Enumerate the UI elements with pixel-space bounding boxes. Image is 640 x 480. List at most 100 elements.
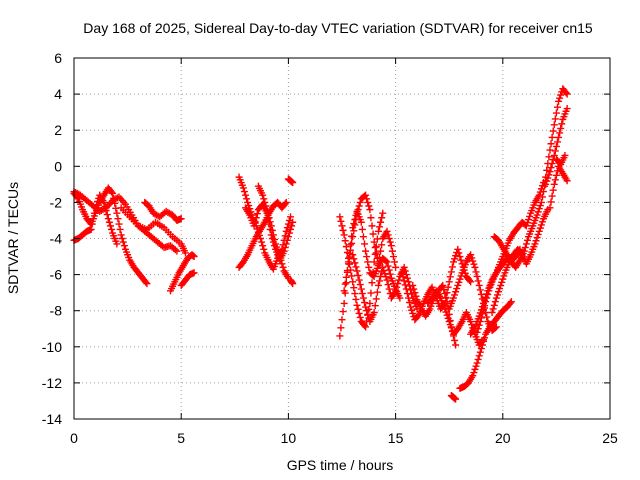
data-point — [469, 257, 477, 265]
data-point — [361, 322, 369, 330]
data-point — [353, 267, 361, 275]
data-point — [412, 292, 420, 300]
data-point — [384, 231, 392, 239]
data-point — [383, 276, 391, 284]
data-point — [470, 369, 478, 377]
data-point — [480, 299, 488, 307]
data-point — [365, 263, 373, 271]
data-point — [354, 206, 362, 214]
data-point — [534, 208, 542, 216]
data-point — [548, 133, 556, 141]
data-point — [447, 324, 455, 332]
data-point — [288, 222, 296, 230]
data-point — [558, 120, 566, 128]
data-point — [411, 289, 419, 297]
data-point — [349, 251, 357, 259]
data-point — [260, 245, 268, 253]
data-point — [339, 226, 347, 234]
data-point — [355, 276, 363, 284]
data-point — [262, 202, 270, 210]
data-point — [506, 299, 514, 307]
data-point — [351, 221, 359, 229]
data-point — [264, 210, 272, 218]
data-point — [523, 236, 531, 244]
data-point — [537, 185, 545, 193]
data-point — [396, 294, 404, 302]
data-point — [552, 142, 560, 150]
data-point — [338, 222, 346, 230]
data-point — [478, 303, 486, 311]
data-point — [350, 227, 358, 235]
data-point — [534, 230, 542, 238]
data-point — [546, 168, 554, 176]
data-point — [476, 309, 484, 317]
data-point — [370, 309, 378, 317]
data-point — [108, 188, 116, 196]
data-point — [190, 253, 198, 261]
data-point — [251, 218, 259, 226]
data-point — [371, 244, 379, 252]
data-point — [482, 293, 490, 301]
chart-title: Day 168 of 2025, Sidereal Day-to-day VTE… — [83, 20, 593, 36]
data-point — [171, 246, 179, 254]
data-point — [283, 236, 291, 244]
data-series-seg-q — [349, 251, 421, 326]
data-series-seg-a — [70, 184, 151, 288]
data-point — [364, 198, 372, 206]
data-point — [481, 334, 489, 342]
data-point — [525, 216, 533, 224]
y-tick-label: -4 — [50, 231, 63, 247]
data-point — [289, 218, 297, 226]
data-point — [374, 281, 382, 289]
data-point — [369, 230, 377, 238]
data-point — [500, 272, 508, 280]
data-point — [113, 209, 121, 217]
data-point — [372, 295, 380, 303]
data-point — [443, 298, 451, 306]
grid-lines — [74, 58, 610, 419]
data-point — [471, 365, 479, 373]
data-point — [451, 255, 459, 263]
data-point — [452, 341, 460, 349]
data-point — [475, 321, 483, 329]
data-point — [492, 323, 500, 331]
data-point — [278, 260, 286, 268]
data-point — [143, 280, 151, 288]
data-point — [471, 263, 479, 271]
data-point — [497, 281, 505, 289]
data-point — [350, 220, 358, 228]
data-series-seg-m — [287, 276, 297, 288]
data-point — [117, 231, 125, 239]
data-point — [553, 138, 561, 146]
data-point — [551, 176, 559, 184]
data-point — [119, 238, 127, 246]
data-point — [374, 227, 382, 235]
data-point — [444, 314, 452, 322]
data-point — [276, 253, 284, 261]
data-point — [557, 124, 565, 132]
data-point — [287, 213, 295, 221]
data-point — [546, 146, 554, 154]
data-point — [474, 277, 482, 285]
data-point — [114, 215, 122, 223]
data-point — [495, 288, 503, 296]
data-point — [467, 278, 475, 286]
data-point — [472, 268, 480, 276]
data-point — [277, 256, 285, 264]
data-point — [340, 287, 348, 295]
data-point — [489, 305, 497, 313]
x-tick-label: 15 — [388, 430, 404, 446]
data-point — [378, 241, 386, 249]
data-point — [339, 308, 347, 316]
x-axis-label: GPS time / hours — [287, 457, 394, 473]
data-point — [355, 202, 363, 210]
data-point — [353, 301, 361, 309]
data-point — [357, 285, 365, 293]
data-point — [551, 115, 559, 123]
y-tick-label: 0 — [54, 158, 62, 174]
data-point — [270, 235, 278, 243]
data-point — [281, 232, 289, 240]
data-point — [347, 246, 355, 254]
data-point — [361, 299, 369, 307]
data-point — [282, 240, 290, 248]
